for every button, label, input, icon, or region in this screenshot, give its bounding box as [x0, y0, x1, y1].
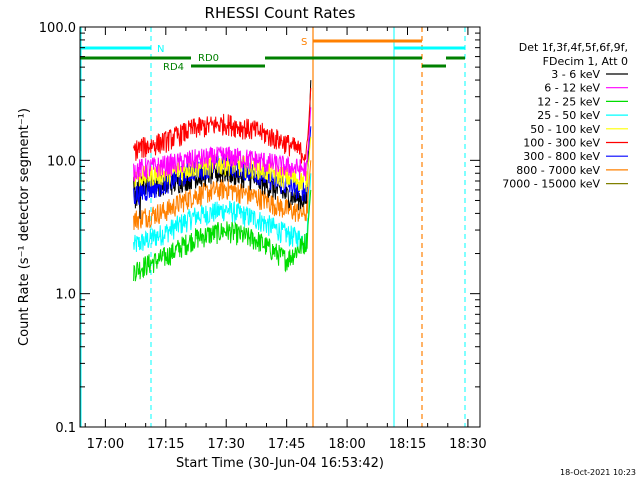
- legend-label: 800 - 7000 keV: [516, 164, 600, 177]
- y-tick-label: 1.0: [55, 288, 76, 303]
- series-line-6_12keV: [133, 107, 312, 182]
- x-tick-label: 18:00: [328, 437, 365, 452]
- y-tick-label: 100.0: [39, 21, 76, 36]
- legend-header-line-2: FDecim 1, Att 0: [543, 55, 628, 68]
- instrument-state-overlay: N S RD0 RD4: [80, 27, 466, 427]
- series-line-12_25keV: [133, 189, 312, 282]
- x-tick-label: 17:45: [268, 437, 305, 452]
- series-line-100_300keV: [133, 87, 312, 164]
- x-tick-label: 17:15: [147, 437, 184, 452]
- x-tick-label: 18:15: [389, 437, 426, 452]
- y-tick-label: 0.1: [55, 421, 76, 436]
- legend-label: 12 - 25 keV: [537, 95, 600, 108]
- render-timestamp: 18-Oct-2021 10:23: [560, 468, 636, 477]
- series-line-25_50keV: [133, 173, 312, 253]
- legend-label: 3 - 6 keV: [551, 68, 600, 81]
- legend-label: 300 - 800 keV: [523, 150, 600, 163]
- legend-label: 100 - 300 keV: [523, 137, 600, 150]
- x-axis-title: Start Time (30-Jun-04 16:53:42): [176, 456, 384, 471]
- chart-title: RHESSI Count Rates: [205, 4, 356, 22]
- night-label: N: [157, 44, 164, 55]
- legend-label: 25 - 50 keV: [537, 109, 600, 122]
- series-line-800_7000keV: [133, 160, 312, 231]
- rd0-label: RD0: [198, 53, 219, 64]
- x-tick-label: 17:00: [87, 437, 124, 452]
- legend-label: 50 - 100 keV: [530, 123, 600, 136]
- legend: Det 1f,3f,4f,5f,6f,9f, FDecim 1, Att 0 3…: [502, 41, 628, 191]
- axis-layer: 17:00 17:15 17:30 17:45 18:00 18:15 18:30 0.1 1.…: [39, 21, 487, 452]
- legend-header-line-1: Det 1f,3f,4f,5f,6f,9f,: [519, 41, 628, 54]
- series-line-50_100keV: [133, 136, 312, 193]
- saa-label: S: [301, 37, 307, 48]
- legend-label: 7000 - 15000 keV: [502, 178, 600, 191]
- rd4-label: RD4: [163, 62, 184, 73]
- x-tick-label: 18:30: [449, 437, 486, 452]
- y-axis-title: Count Rate (s⁻¹ detector segment⁻¹): [17, 108, 32, 346]
- legend-label: 6 - 12 keV: [544, 82, 600, 95]
- series-layer: [133, 80, 312, 282]
- x-tick-label: 17:30: [207, 437, 244, 452]
- plot-frame: [79, 26, 481, 428]
- y-tick-label: 10.0: [47, 154, 76, 169]
